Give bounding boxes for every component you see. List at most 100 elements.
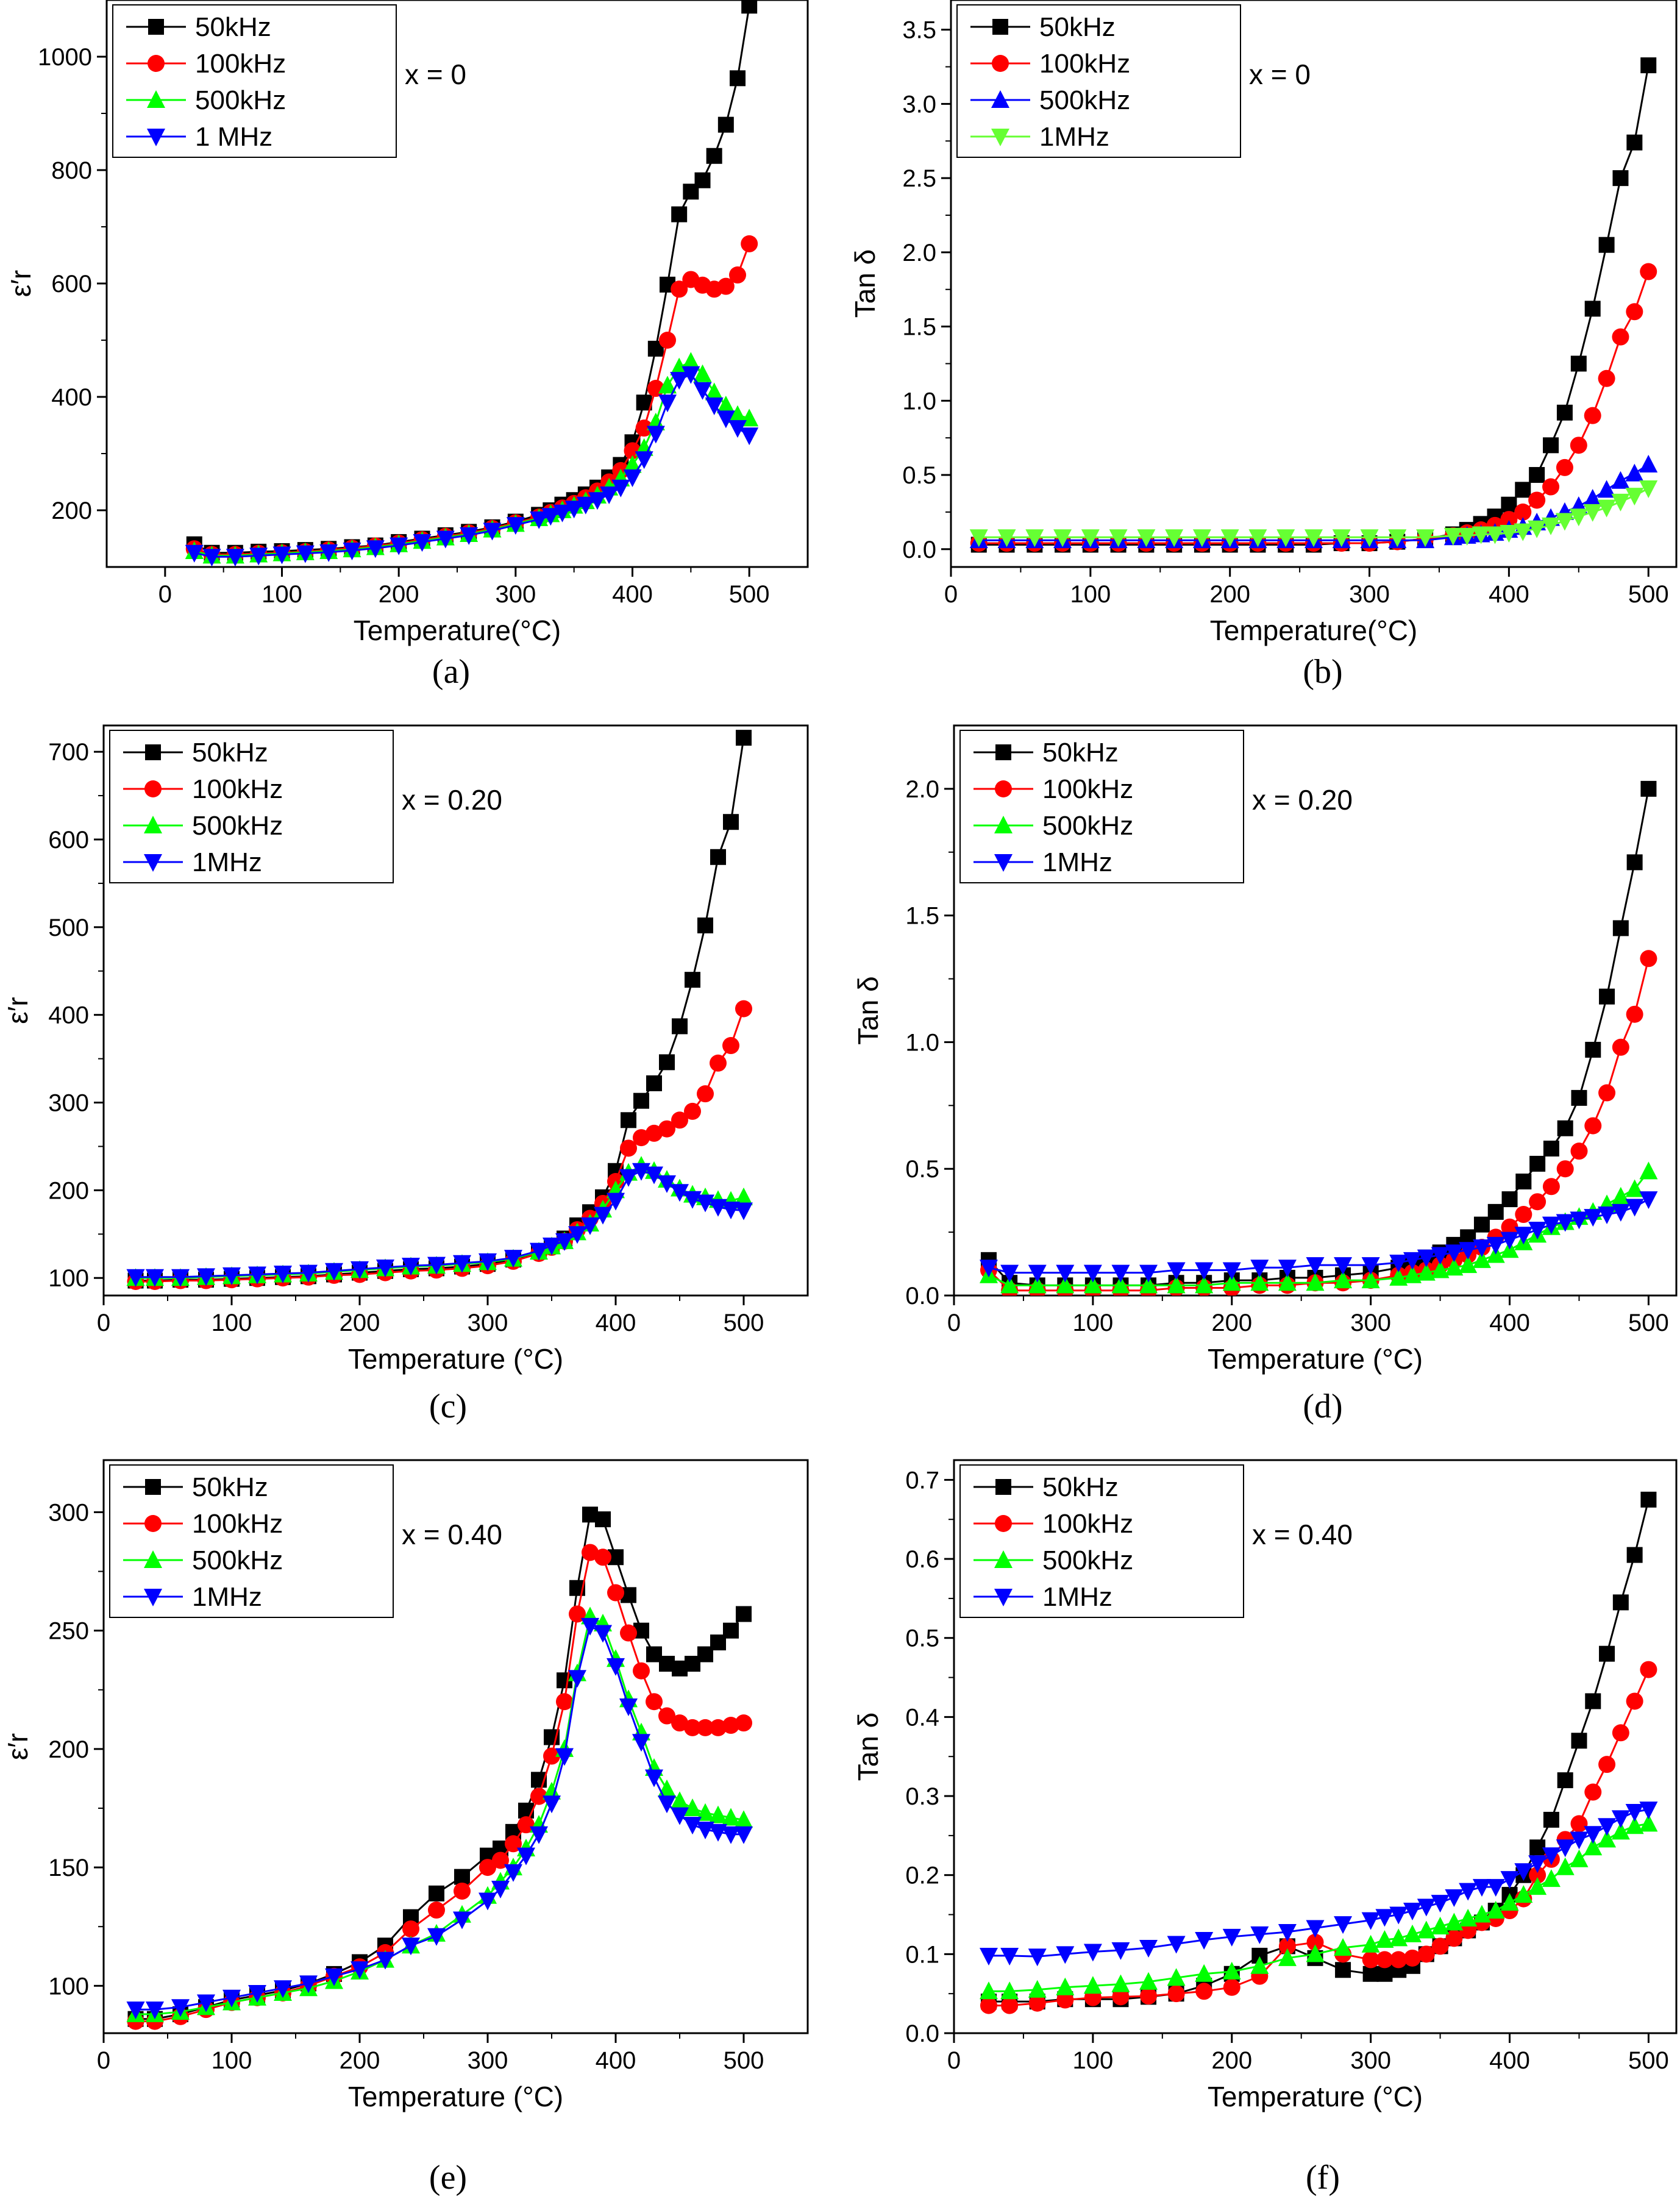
legend-marker-b-3 [991,129,1009,146]
data-point-e-3 [594,1625,612,1643]
data-point-e-1 [530,1787,547,1805]
data-point-f-1 [1640,1661,1657,1678]
data-point-a-1 [741,235,758,252]
data-point-c-3 [709,1199,727,1217]
data-point-c-3 [376,1259,394,1277]
plot-frame-d [953,724,1678,1297]
data-point-d-2 [1028,1275,1047,1294]
data-area-a [185,0,759,567]
data-point-f-1 [1404,1949,1422,1967]
panel-f: 0 100 200 300 400 500 0.0 0.1 0.2 0.3 0.4 0.5 0.6 0.7… [852,1459,1678,2197]
x-tick-label-d: 200 [1211,1310,1252,1336]
data-point-c-3 [581,1217,599,1235]
data-point-f-2 [1542,1869,1561,1887]
data-point-b-3 [1220,529,1239,547]
y-tick-label-b: 3.0 [902,91,936,118]
legend-marker-d-1 [995,780,1012,797]
data-point-f-3 [1639,1802,1658,1820]
panel-label-d: (d) [1303,1388,1342,1425]
legend-marker-a-1 [148,55,165,72]
data-point-b-2 [1611,471,1630,489]
y-tick-label-d: 0.0 [905,1283,939,1310]
x-axis-title-e: Temperature (°C) [348,2081,563,2112]
panel-e: 0 100 200 300 400 500 100 150 200 250 300 Temperatu… [2,1459,809,2197]
panel-label-a: (a) [432,653,470,691]
y-tick-label-f: 0.1 [905,1941,939,1968]
data-point-c-3 [453,1255,471,1273]
data-point-c-3 [645,1166,663,1185]
data-point-c-3 [504,1250,522,1268]
data-point-e-1 [479,1859,496,1876]
data-point-e-3 [555,1748,574,1766]
data-point-d-0 [1585,1041,1601,1058]
data-point-f-3 [1542,1847,1561,1866]
data-point-d-3 [1528,1221,1547,1239]
data-point-c-3 [427,1256,446,1275]
data-point-d-0 [1487,1203,1504,1220]
legend-label-e-2: 500kHz [192,1545,283,1575]
data-point-f-3 [1486,1879,1505,1897]
data-point-d-3 [1139,1264,1158,1283]
data-point-b-1 [1584,407,1601,424]
data-point-f-1 [1376,1951,1393,1969]
legend-label-d-3: 1MHz [1042,847,1112,877]
data-point-b-3 [1137,529,1156,547]
data-point-e-3 [735,1826,753,1844]
data-point-f-0 [1585,1693,1601,1709]
data-point-d-3 [1222,1262,1241,1280]
data-point-f-1 [980,1997,997,2014]
data-point-a-2 [716,395,735,413]
data-point-f-1 [1195,1983,1213,2000]
data-point-f-3 [1431,1895,1450,1913]
data-point-f-3 [1500,1871,1519,1889]
data-point-f-3 [1195,1932,1214,1950]
x-tick-label-f: 100 [1073,2047,1114,2074]
x-axis-title-b: Temperature(°C) [1210,615,1418,646]
data-point-b-3 [1458,527,1476,546]
data-point-b-1 [1570,437,1587,454]
data-point-b-1 [1556,458,1573,476]
legend-label-f-0: 50kHz [1042,1472,1119,1502]
legend-marker-e-1 [144,1515,162,1532]
data-point-d-3 [1195,1262,1214,1280]
data-point-e-1 [607,1584,624,1602]
legend-label-d-1: 100kHz [1042,774,1133,804]
data-point-f-0 [1626,1547,1643,1563]
x-tick-label-f: 400 [1489,2047,1530,2074]
data-point-f-0 [1640,1491,1657,1508]
legend-label-f-2: 500kHz [1042,1545,1133,1575]
data-point-c-0 [621,1112,636,1128]
data-point-d-3 [1250,1260,1269,1278]
data-point-b-3 [1500,525,1518,543]
data-point-d-3 [1584,1209,1603,1227]
data-point-e-3 [491,1881,510,1899]
data-point-f-2 [1375,1930,1394,1948]
data-point-f-3 [1625,1803,1644,1822]
data-point-f-0 [1571,1733,1587,1749]
x-axis-title-f: Temperature (°C) [1208,2081,1423,2112]
legend-label-e-1: 100kHz [192,1509,283,1539]
data-point-f-1 [1431,1937,1449,1955]
data-point-b-3 [1025,529,1044,547]
y-tick-label-b: 2.5 [902,165,936,192]
data-point-f-3 [1584,1826,1603,1844]
data-point-d-3 [1167,1262,1186,1280]
legend-label-c-3: 1MHz [192,847,262,877]
data-point-f-2 [1500,1893,1519,1911]
data-point-f-1 [1445,1930,1463,1947]
data-point-f-3 [1417,1898,1436,1917]
legend-marker-b-0 [992,19,1008,35]
y-tick-label-a: 1000 [38,44,92,71]
data-point-e-3 [607,1658,625,1676]
data-point-a-0 [741,0,758,14]
data-point-d-1 [1584,1117,1602,1135]
data-point-f-3 [1334,1916,1353,1934]
data-point-b-0 [1543,437,1559,454]
data-point-d-3 [1570,1211,1589,1230]
data-point-f-2 [1472,1905,1491,1923]
data-point-b-3 [1528,520,1547,538]
data-point-c-3 [658,1175,676,1193]
data-point-e-3 [248,1984,266,2003]
data-point-c-3 [543,1238,561,1256]
data-point-e-3 [696,1821,714,1839]
